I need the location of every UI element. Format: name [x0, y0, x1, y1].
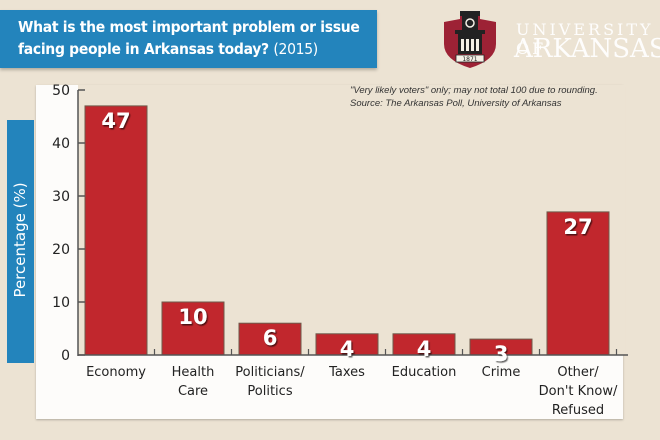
chart-title: What is the most important problem or is… [18, 16, 377, 60]
y-tick-label-20: 20 [52, 242, 70, 258]
data-label-5: 3 [494, 342, 509, 366]
chart-footnote: "Very likely voters" only; may not total… [350, 84, 650, 110]
category-label-3-0: Taxes [328, 365, 365, 380]
category-label-5-0: Crime [482, 365, 521, 380]
y-tick-label-30: 30 [52, 189, 70, 205]
data-label-0: 47 [101, 109, 130, 133]
bar-1 [161, 301, 225, 356]
category-label-4-0: Education [392, 365, 457, 380]
logo-text-university: UNIVERSITY OF [516, 20, 654, 58]
y-tick-label-0: 0 [61, 348, 70, 364]
footnote-voters: "Very likely voters" only; may not total… [350, 85, 598, 96]
category-label-6-0: Other/ [557, 365, 599, 380]
data-label-3: 4 [340, 337, 355, 361]
seal-year: 1871 [462, 56, 477, 63]
university-logo: 1871 UNIVERSITY OF ARKANSAS [440, 8, 660, 68]
category-label-6-2: Refused [552, 403, 604, 418]
y-axis-label-box [7, 120, 34, 363]
y-tick-label-50: 50 [52, 83, 70, 99]
bar-0 [84, 105, 148, 356]
category-label-1-0: Health [172, 365, 215, 380]
data-label-1: 10 [178, 305, 207, 329]
bar-2 [238, 322, 302, 356]
data-label-6: 27 [563, 215, 592, 239]
data-label-4: 4 [417, 337, 432, 361]
category-label-1-1: Care [178, 384, 208, 399]
bar-6 [546, 211, 610, 356]
chart-title-main: What is the most important problem or is… [18, 18, 360, 58]
chart-title-year: (2015) [273, 40, 318, 58]
title-banner: What is the most important problem or is… [0, 10, 377, 68]
category-label-2-0: Politicians/ [235, 365, 305, 380]
category-label-6-1: Don't Know/ [539, 384, 618, 399]
logo-text-arkansas: ARKANSAS [514, 34, 660, 64]
university-seal-icon: 1871 [444, 11, 496, 68]
y-tick-label-40: 40 [52, 136, 70, 152]
y-tick-label-10: 10 [52, 295, 70, 311]
data-label-2: 6 [263, 326, 278, 350]
category-label-0-0: Economy [86, 365, 146, 380]
category-label-2-1: Politics [247, 384, 292, 399]
footnote-source: Source: The Arkansas Poll, University of… [350, 98, 562, 109]
